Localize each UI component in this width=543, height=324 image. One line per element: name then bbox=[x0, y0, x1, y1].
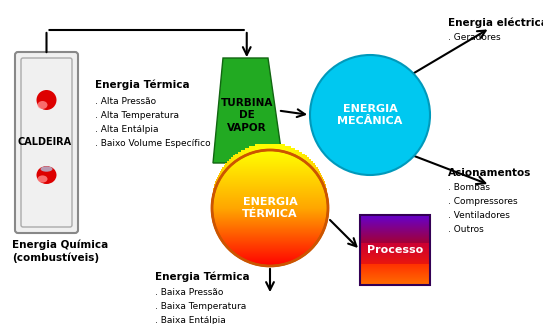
Bar bbox=[222, 233, 318, 241]
Text: Energia Térmica: Energia Térmica bbox=[155, 272, 250, 283]
Bar bbox=[255, 144, 285, 152]
Text: . Baixa Temperatura: . Baixa Temperatura bbox=[155, 302, 246, 311]
Text: Energia Química
(combustíveis): Energia Química (combustíveis) bbox=[12, 240, 108, 263]
Text: . Ventiladores: . Ventiladores bbox=[448, 211, 510, 220]
Bar bbox=[233, 244, 307, 252]
Bar bbox=[233, 156, 307, 164]
Bar bbox=[213, 190, 327, 198]
Bar bbox=[212, 194, 328, 202]
Bar bbox=[220, 171, 320, 179]
Bar bbox=[221, 169, 319, 177]
Bar bbox=[219, 227, 321, 235]
Bar bbox=[235, 154, 305, 162]
Text: . Baixo Volume Específico: . Baixo Volume Específico bbox=[95, 139, 211, 148]
Bar bbox=[245, 252, 295, 260]
Bar bbox=[213, 210, 327, 218]
Bar bbox=[212, 208, 327, 216]
Bar bbox=[229, 240, 312, 249]
Bar bbox=[217, 223, 323, 231]
Bar bbox=[212, 202, 328, 210]
Bar bbox=[225, 237, 315, 245]
Bar bbox=[220, 229, 320, 237]
Bar bbox=[238, 152, 302, 160]
Text: . Alta Pressão: . Alta Pressão bbox=[95, 97, 156, 106]
Bar bbox=[221, 231, 319, 239]
Bar bbox=[213, 186, 326, 194]
Bar bbox=[216, 180, 325, 189]
Bar bbox=[241, 150, 299, 158]
Bar bbox=[229, 159, 312, 168]
Bar bbox=[216, 219, 325, 227]
Bar bbox=[249, 146, 291, 154]
Bar bbox=[218, 175, 323, 183]
Text: . Alta Entálpia: . Alta Entálpia bbox=[95, 125, 159, 134]
Bar bbox=[213, 214, 326, 222]
Bar bbox=[231, 242, 310, 250]
Bar bbox=[222, 167, 318, 175]
Text: Processo: Processo bbox=[367, 245, 423, 255]
Bar bbox=[212, 200, 328, 208]
Bar bbox=[214, 184, 326, 192]
Bar bbox=[224, 165, 317, 173]
Bar bbox=[213, 212, 327, 220]
Bar bbox=[212, 198, 328, 206]
Bar bbox=[238, 248, 302, 256]
FancyBboxPatch shape bbox=[15, 52, 78, 233]
Text: . Bombas: . Bombas bbox=[448, 183, 490, 192]
Bar bbox=[212, 204, 328, 212]
Bar bbox=[216, 221, 324, 229]
Text: . Outros: . Outros bbox=[448, 225, 484, 234]
Text: ENERGIA
MECÂNICA: ENERGIA MECÂNICA bbox=[337, 104, 403, 126]
Bar bbox=[249, 254, 291, 262]
Bar bbox=[212, 196, 328, 204]
Text: . Compressores: . Compressores bbox=[448, 197, 517, 206]
Bar bbox=[227, 161, 313, 169]
Text: TURBINA
DE
VAPOR: TURBINA DE VAPOR bbox=[220, 98, 273, 133]
Text: . Baixa Entálpia: . Baixa Entálpia bbox=[155, 316, 226, 324]
Bar bbox=[214, 215, 326, 224]
Bar bbox=[219, 173, 321, 181]
Bar bbox=[224, 235, 317, 243]
Bar bbox=[245, 148, 295, 156]
Bar bbox=[212, 206, 328, 214]
Text: Energia eléctrica: Energia eléctrica bbox=[448, 18, 543, 29]
Bar bbox=[214, 182, 325, 191]
Text: Energia Térmica: Energia Térmica bbox=[95, 80, 190, 90]
Ellipse shape bbox=[36, 166, 56, 184]
Bar bbox=[212, 192, 327, 200]
Bar bbox=[255, 256, 285, 264]
Bar bbox=[217, 177, 323, 185]
Bar bbox=[218, 225, 323, 233]
Bar bbox=[216, 179, 324, 187]
Bar bbox=[360, 215, 430, 285]
Text: . Alta Temperatura: . Alta Temperatura bbox=[95, 111, 179, 120]
Bar bbox=[241, 250, 299, 258]
Ellipse shape bbox=[36, 90, 56, 110]
Text: . Baixa Pressão: . Baixa Pressão bbox=[155, 288, 223, 297]
Text: . Geradores: . Geradores bbox=[448, 33, 501, 42]
Bar bbox=[235, 246, 305, 254]
Bar bbox=[231, 157, 310, 166]
Bar bbox=[214, 217, 325, 226]
Bar bbox=[213, 188, 327, 196]
Ellipse shape bbox=[41, 166, 53, 172]
Text: CALDEIRA: CALDEIRA bbox=[17, 137, 72, 147]
Text: Acionamentos: Acionamentos bbox=[448, 168, 532, 178]
Text: ENERGIA
TÉRMICA: ENERGIA TÉRMICA bbox=[242, 197, 298, 219]
Bar bbox=[227, 238, 313, 247]
Polygon shape bbox=[213, 58, 283, 163]
Ellipse shape bbox=[37, 101, 47, 109]
Bar bbox=[225, 163, 315, 171]
Ellipse shape bbox=[37, 175, 47, 183]
Circle shape bbox=[310, 55, 430, 175]
